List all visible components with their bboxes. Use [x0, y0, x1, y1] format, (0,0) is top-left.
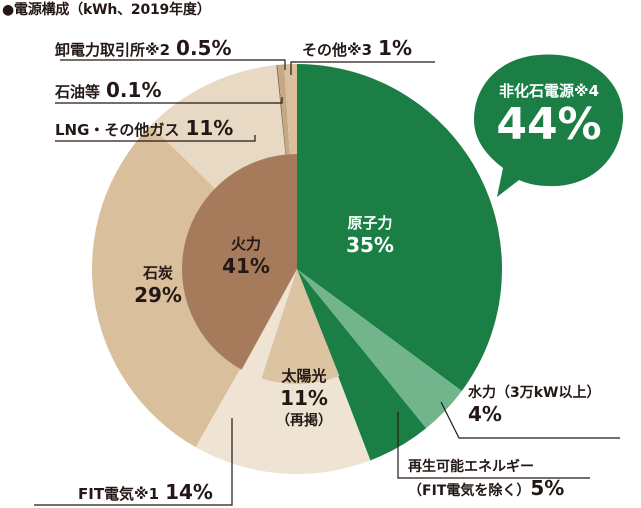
- label-coal-pct: 29%: [134, 283, 182, 307]
- label-nuclear-name: 原子力: [347, 214, 393, 232]
- label-fit: FIT電気※1 14%: [78, 480, 213, 504]
- label-coal: 石炭 29%: [118, 262, 198, 307]
- leader-lng: [55, 135, 256, 142]
- label-renew-pct: 5%: [530, 476, 565, 500]
- label-thermal-name: 火力: [230, 235, 261, 253]
- label-oil-name: 石油等: [55, 83, 101, 101]
- leader-other: [290, 61, 435, 75]
- label-solar: 太陽光 11% （再掲）: [259, 365, 349, 430]
- label-thermal-pct: 41%: [222, 254, 270, 278]
- label-nuclear: 原子力 35%: [330, 212, 410, 257]
- leader-hydro: [440, 401, 620, 439]
- label-market-name: 卸電力取引所※2: [55, 41, 171, 59]
- label-hydro-pct: 4%: [468, 402, 502, 426]
- label-lng: LNG・その他ガス 11%: [55, 116, 233, 140]
- leader-oil: [55, 97, 283, 104]
- label-oil: 石油等 0.1%: [55, 78, 161, 102]
- outer-slice-1: [297, 269, 462, 429]
- label-solar-name: 太陽光: [281, 367, 327, 385]
- label-renew: 再生可能エネルギー （FIT電気を除く）5%: [408, 456, 564, 500]
- label-hydro: 水力（3万kW以上） 4%: [468, 382, 601, 426]
- inner-slice-2: [182, 154, 297, 370]
- label-nuclear-pct: 35%: [346, 233, 394, 257]
- inner-ring: [182, 154, 412, 384]
- callout-pct: 44%: [496, 99, 602, 150]
- label-other-pct: 1%: [378, 36, 412, 60]
- label-market: 卸電力取引所※2 0.5%: [55, 36, 232, 60]
- callout-name: 非化石電源※4: [498, 82, 600, 100]
- inner-slice-0: [297, 154, 412, 337]
- label-lng-name: LNG・その他ガス: [55, 121, 180, 139]
- label-solar-pct: 11%: [280, 386, 328, 410]
- callout-bubble: [474, 54, 624, 197]
- label-coal-name: 石炭: [142, 264, 173, 282]
- label-thermal: 火力 41%: [206, 233, 286, 278]
- chart-title: ●電源構成（kWh、2019年度）: [2, 2, 211, 18]
- label-oil-pct: 0.1%: [106, 78, 162, 102]
- label-renew-name2: （FIT電気を除く）: [408, 483, 531, 499]
- inner-slice-1: [261, 269, 340, 384]
- callout: 非化石電源※4 44%: [474, 80, 624, 149]
- leader-lines: [34, 59, 620, 506]
- label-other-name: その他※3: [302, 41, 373, 59]
- label-fit-pct: 14%: [165, 480, 213, 504]
- label-market-pct: 0.5%: [176, 36, 232, 60]
- leader-fit: [34, 418, 233, 506]
- label-other: その他※3 1%: [302, 36, 412, 60]
- label-renew-name1: 再生可能エネルギー: [408, 459, 534, 475]
- label-lng-pct: 11%: [185, 116, 234, 140]
- label-fit-name: FIT電気※1: [78, 485, 160, 503]
- outer-slice-2: [297, 269, 427, 461]
- label-hydro-name: 水力（3万kW以上）: [468, 385, 601, 401]
- leader-renew: [397, 412, 590, 479]
- label-solar-note: （再掲）: [276, 413, 332, 429]
- leader-market: [60, 59, 286, 70]
